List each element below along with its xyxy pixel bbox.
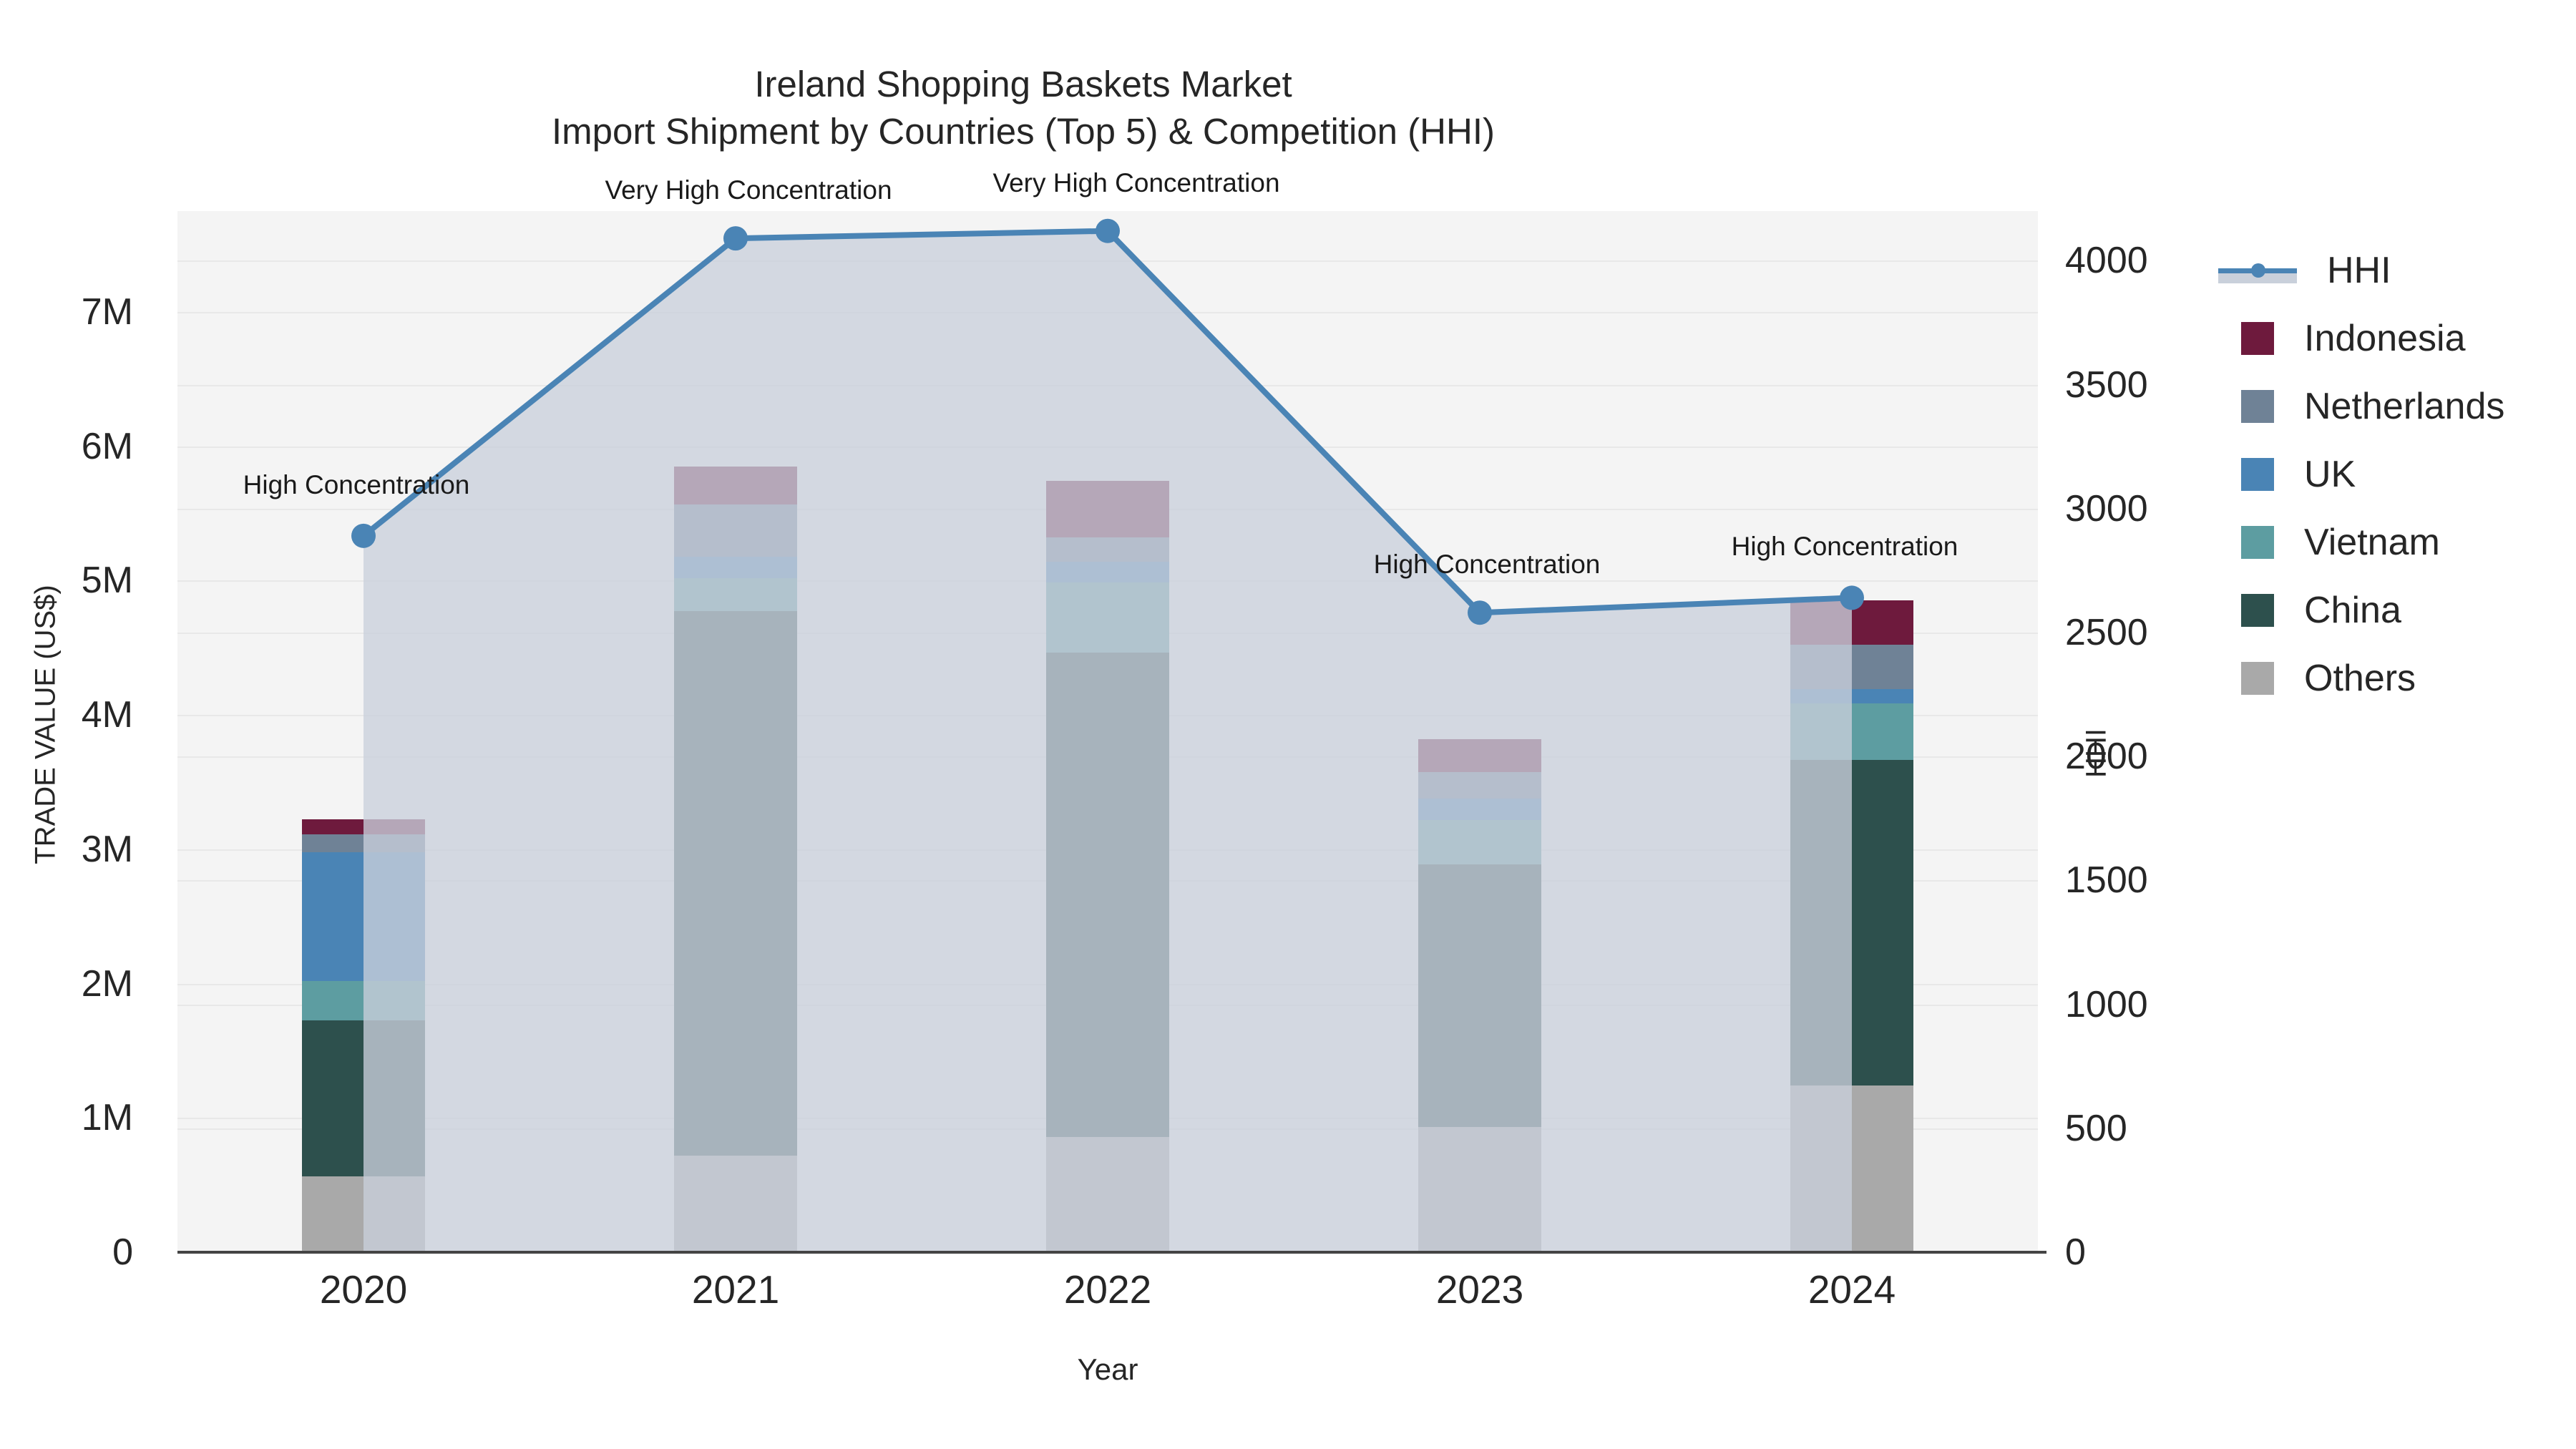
bar-segment-china-2021[interactable] bbox=[674, 610, 797, 1156]
y-axis-left-tick-0: 0 bbox=[112, 1231, 133, 1273]
annotation-2024: High Concentration bbox=[1731, 532, 1958, 562]
bar-segment-netherlands-2022[interactable] bbox=[1046, 537, 1169, 562]
bar-segment-others-2023[interactable] bbox=[1418, 1127, 1541, 1252]
x-axis-tick-2021: 2021 bbox=[691, 1267, 780, 1312]
bar-segment-others-2021[interactable] bbox=[674, 1155, 797, 1252]
x-axis-tick-2023: 2023 bbox=[1435, 1267, 1524, 1312]
bar-segment-uk-2020[interactable] bbox=[302, 852, 425, 981]
bar-segment-indonesia-2021[interactable] bbox=[674, 466, 797, 505]
annotation-2021: Very High Concentration bbox=[605, 175, 892, 205]
legend-color-swatch bbox=[2241, 525, 2274, 559]
y-axis-left-tick-3M: 3M bbox=[81, 828, 133, 870]
y-axis-left-tick-5M: 5M bbox=[81, 560, 133, 602]
legend-item-label: HHI bbox=[2327, 249, 2391, 291]
bar-segment-indonesia-2020[interactable] bbox=[302, 819, 425, 835]
legend-item-indonesia[interactable]: Indonesia bbox=[2218, 304, 2504, 372]
bar-segment-netherlands-2023[interactable] bbox=[1418, 771, 1541, 799]
x-axis-tick-2022: 2022 bbox=[1063, 1267, 1152, 1312]
bar-segment-indonesia-2024[interactable] bbox=[1790, 600, 1913, 645]
annotation-2022: Very High Concentration bbox=[992, 167, 1280, 197]
legend-item-uk[interactable]: UK bbox=[2218, 440, 2504, 508]
y-axis-left-tick-1M: 1M bbox=[81, 1097, 133, 1139]
legend-line-swatch bbox=[2218, 254, 2297, 287]
bar-segment-netherlands-2021[interactable] bbox=[674, 504, 797, 557]
y-axis-right-tick-3500: 3500 bbox=[2065, 364, 2148, 406]
legend-item-vietnam[interactable]: Vietnam bbox=[2218, 508, 2504, 576]
legend-item-label: Vietnam bbox=[2304, 521, 2440, 563]
annotation-2023: High Concentration bbox=[1373, 550, 1601, 580]
y-axis-left-tick-2M: 2M bbox=[81, 962, 133, 1005]
y-axis-right-tick-2000: 2000 bbox=[2065, 736, 2148, 778]
bar-segment-uk-2022[interactable] bbox=[1046, 562, 1169, 583]
annotation-2020: High Concentration bbox=[243, 469, 470, 499]
gridline bbox=[177, 260, 2038, 263]
chart-title: Ireland Shopping Baskets Market Import S… bbox=[0, 61, 2046, 156]
legend-item-label: Others bbox=[2304, 657, 2416, 699]
x-axis-tick-2024: 2024 bbox=[1807, 1267, 1896, 1312]
legend-item-hhi[interactable]: HHI bbox=[2218, 236, 2504, 304]
legend-item-label: Netherlands bbox=[2304, 385, 2505, 427]
y-axis-left-tick-6M: 6M bbox=[81, 425, 133, 467]
bar-segment-china-2023[interactable] bbox=[1418, 864, 1541, 1128]
y-axis-right-tick-4000: 4000 bbox=[2065, 240, 2148, 282]
x-axis-label: Year bbox=[1077, 1352, 1138, 1386]
bar-segment-vietnam-2024[interactable] bbox=[1790, 703, 1913, 760]
legend-item-label: UK bbox=[2304, 453, 2356, 495]
legend-color-swatch bbox=[2241, 661, 2274, 695]
gridline bbox=[177, 384, 2038, 386]
y-axis-right-tick-1000: 1000 bbox=[2065, 983, 2148, 1025]
legend-item-china[interactable]: China bbox=[2218, 576, 2504, 644]
y-axis-right-tick-1500: 1500 bbox=[2065, 859, 2148, 902]
legend-item-netherlands[interactable]: Netherlands bbox=[2218, 372, 2504, 440]
bar-segment-vietnam-2020[interactable] bbox=[302, 980, 425, 1021]
chart-title-line-1: Ireland Shopping Baskets Market bbox=[754, 64, 1292, 104]
gridline bbox=[177, 446, 2038, 448]
bar-segment-china-2022[interactable] bbox=[1046, 652, 1169, 1138]
chart-legend: HHI Indonesia Netherlands UK Vietnam China Oth… bbox=[2218, 236, 2504, 712]
y-axis-right-tick-0: 0 bbox=[2065, 1231, 2086, 1273]
bar-segment-uk-2023[interactable] bbox=[1418, 799, 1541, 821]
legend-item-label: China bbox=[2304, 589, 2401, 631]
bar-segment-vietnam-2021[interactable] bbox=[674, 578, 797, 611]
y-axis-left-tick-4M: 4M bbox=[81, 694, 133, 736]
chart-title-line-2: Import Shipment by Countries (Top 5) & C… bbox=[552, 111, 1495, 152]
bar-segment-others-2020[interactable] bbox=[302, 1176, 425, 1252]
legend-color-swatch bbox=[2241, 593, 2274, 627]
legend-area-fill bbox=[2218, 273, 2297, 283]
bar-segment-indonesia-2022[interactable] bbox=[1046, 481, 1169, 538]
bar-segment-uk-2021[interactable] bbox=[674, 557, 797, 579]
legend-color-swatch bbox=[2241, 321, 2274, 355]
x-axis-line bbox=[177, 1251, 2046, 1254]
bar-segment-netherlands-2024[interactable] bbox=[1790, 645, 1913, 690]
bar-segment-indonesia-2023[interactable] bbox=[1418, 738, 1541, 772]
plot-area bbox=[177, 211, 2038, 1254]
gridline bbox=[177, 311, 2038, 313]
bar-segment-uk-2024[interactable] bbox=[1790, 689, 1913, 704]
bar-segment-others-2024[interactable] bbox=[1790, 1085, 1913, 1252]
y-axis-right-label: HHI bbox=[2080, 728, 2112, 778]
x-axis-tick-2020: 2020 bbox=[319, 1267, 408, 1312]
legend-color-swatch bbox=[2241, 457, 2274, 491]
bar-segment-netherlands-2020[interactable] bbox=[302, 834, 425, 852]
bar-segment-vietnam-2023[interactable] bbox=[1418, 820, 1541, 865]
y-axis-left-label: TRADE VALUE (US$) bbox=[29, 585, 62, 864]
bar-segment-china-2024[interactable] bbox=[1790, 759, 1913, 1086]
y-axis-right-tick-3000: 3000 bbox=[2065, 487, 2148, 530]
bar-segment-china-2020[interactable] bbox=[302, 1020, 425, 1176]
bar-segment-others-2022[interactable] bbox=[1046, 1137, 1169, 1252]
y-axis-right-tick-2500: 2500 bbox=[2065, 611, 2148, 653]
legend-line-marker bbox=[2251, 263, 2265, 278]
legend-color-swatch bbox=[2241, 389, 2274, 423]
legend-item-others[interactable]: Others bbox=[2218, 644, 2504, 712]
y-axis-left-tick-7M: 7M bbox=[81, 291, 133, 333]
bar-segment-vietnam-2022[interactable] bbox=[1046, 582, 1169, 653]
legend-item-label: Indonesia bbox=[2304, 317, 2466, 359]
y-axis-right-tick-500: 500 bbox=[2065, 1107, 2127, 1149]
